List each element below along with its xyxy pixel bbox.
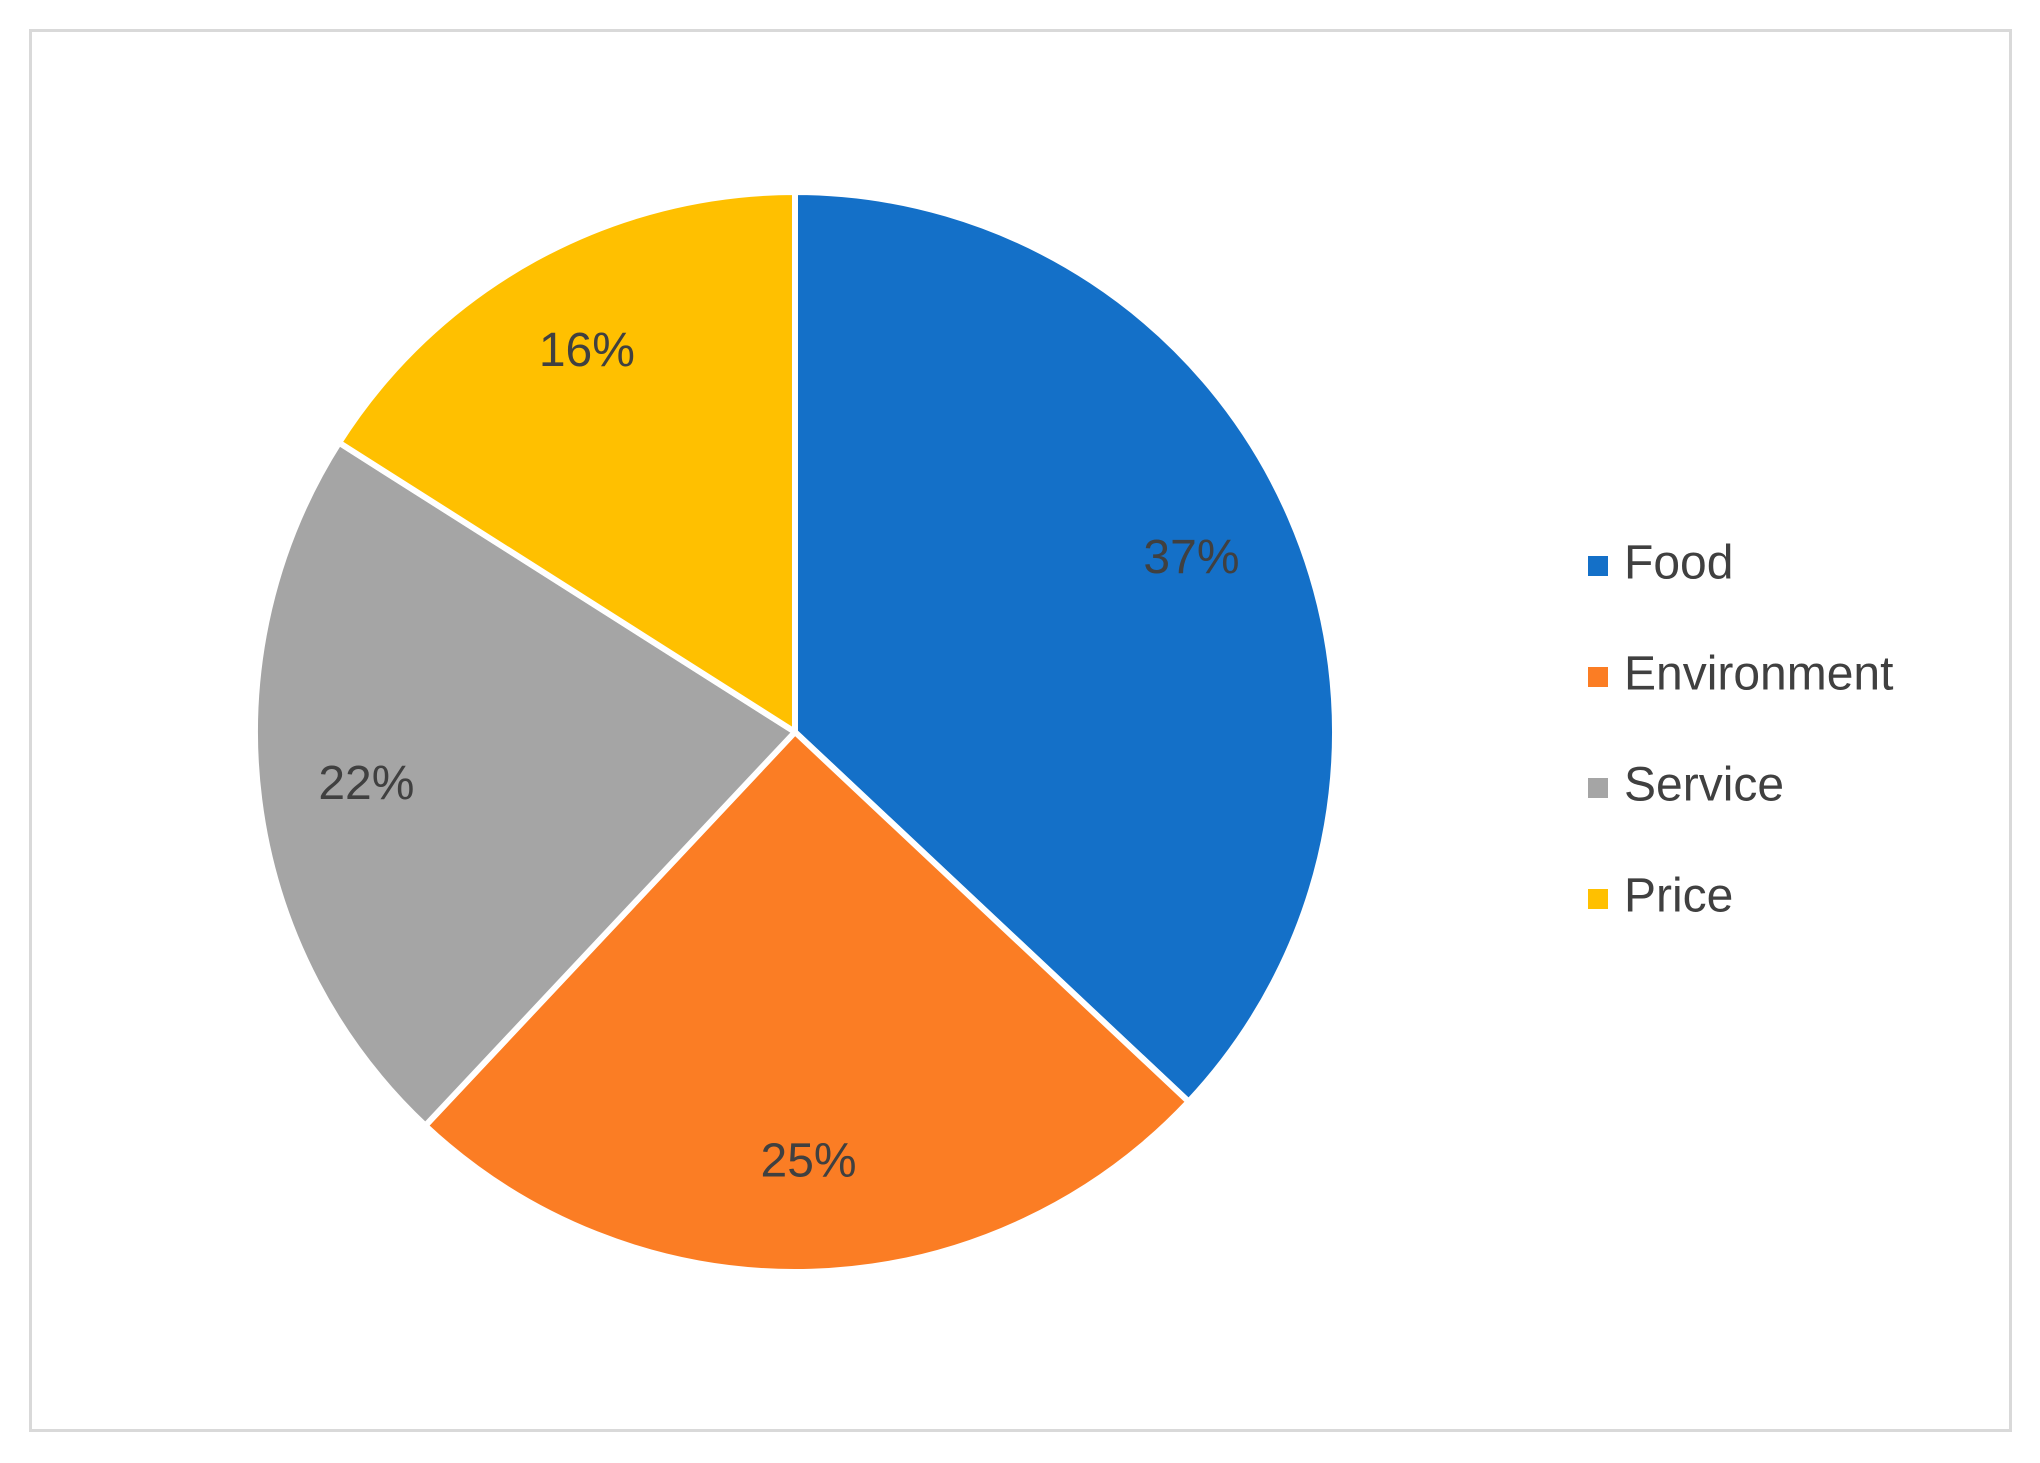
legend-label-service: Service (1624, 759, 1784, 812)
pie-slice-food (792, 189, 1338, 1105)
data-label-food: 37% (1143, 531, 1239, 584)
data-label-service: 22% (318, 757, 414, 810)
legend-item-food: Food (1588, 537, 1733, 590)
legend-item-price: Price (1588, 870, 1733, 923)
data-label-price: 16% (539, 324, 635, 377)
legend-label-food: Food (1624, 537, 1733, 590)
legend: Food Environment Service Price (1588, 537, 1893, 923)
legend-swatch-price (1588, 889, 1608, 909)
data-label-environment: 25% (761, 1134, 857, 1187)
legend-label-price: Price (1624, 870, 1733, 923)
pie-slice-service (252, 439, 798, 1129)
legend-swatch-service (1588, 778, 1608, 798)
pie-data-labels: 37% 25% 22% 16% (318, 324, 1239, 1187)
pie-slice-price (336, 189, 798, 735)
legend-item-service: Service (1588, 759, 1784, 812)
legend-item-environment: Environment (1588, 648, 1893, 701)
pie-slices (252, 189, 1338, 1275)
legend-swatch-environment (1588, 667, 1608, 687)
legend-label-environment: Environment (1624, 648, 1893, 701)
pie-slice-environment (422, 729, 1192, 1275)
legend-swatch-food (1588, 556, 1608, 576)
